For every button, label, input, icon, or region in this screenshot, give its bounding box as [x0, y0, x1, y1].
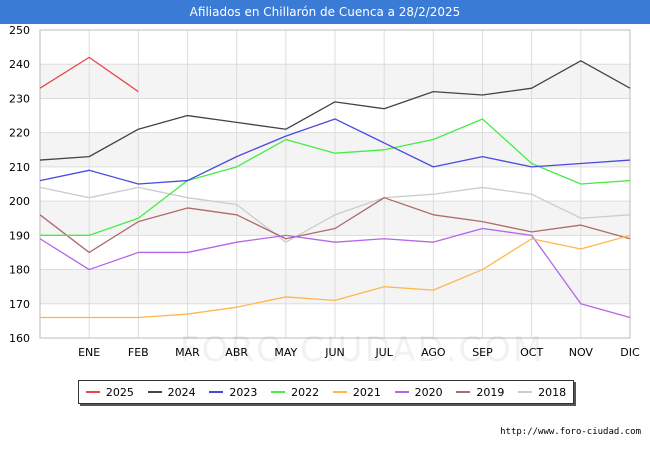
x-tick-label: JUL [374, 346, 393, 359]
x-tick-label: SEP [472, 346, 493, 359]
legend-swatch [394, 391, 409, 393]
x-tick-label: ABR [225, 346, 248, 359]
legend-swatch [271, 391, 286, 393]
legend-label: 2021 [352, 385, 381, 399]
y-tick-label: 240 [9, 58, 30, 71]
legend-item-2020: 2020 [394, 385, 443, 399]
legend-label: 2024 [167, 385, 196, 399]
legend-item-2025: 2025 [85, 385, 134, 399]
x-tick-label: JUN [324, 346, 345, 359]
y-tick-label: 160 [9, 332, 30, 345]
series-line-2024 [39, 60, 631, 161]
legend-item-2018: 2018 [518, 386, 566, 399]
legend-label: 2023 [229, 385, 258, 399]
x-tick-label: AGO [421, 346, 446, 359]
x-tick-label: FEB [128, 346, 149, 359]
series-line-2023 [39, 118, 631, 185]
y-tick-label: 230 [9, 92, 30, 105]
series-line-2021 [40, 234, 631, 319]
y-tick-label: 200 [9, 195, 30, 208]
legend-swatch [332, 391, 347, 393]
chart-title: Afiliados en Chillarón de Cuenca a 28/2/… [0, 0, 650, 24]
legend-swatch [85, 391, 100, 393]
series-line-2025 [39, 56, 139, 93]
legend-item-2024: 2024 [147, 385, 196, 399]
x-tick-label: MAR [175, 346, 200, 359]
chart-legend: 2025 2024 2023 2022 2021 2020 2019 2018 [78, 380, 574, 404]
x-tick-label: MAY [274, 346, 297, 359]
series-line-2020 [39, 227, 631, 319]
y-tick-label: 210 [9, 161, 30, 174]
y-tick-label: 170 [9, 298, 30, 311]
legend-item-2019: 2019 [456, 386, 504, 399]
x-tick-label: OCT [520, 346, 543, 359]
watermark: FORO-CIUDAD.COM [180, 330, 545, 370]
x-tick-label: ENE [78, 346, 100, 359]
legend-label: 2022 [291, 385, 320, 399]
source-url: http://www.foro-ciudad.com [500, 427, 641, 437]
legend-label: 2020 [414, 385, 443, 399]
series-line-2022 [40, 118, 631, 236]
legend-label: 2025 [105, 385, 134, 399]
y-tick-label: 220 [9, 127, 30, 140]
legend-item-2022: 2022 [271, 386, 319, 399]
series-line-2018 [39, 186, 631, 243]
series-line-2019 [39, 197, 631, 254]
y-tick-label: 190 [9, 229, 30, 242]
legend-swatch [456, 391, 471, 393]
legend-item-2023: 2023 [209, 386, 257, 399]
legend-label: 2018 [538, 385, 567, 399]
y-tick-label: 250 [9, 24, 30, 37]
legend-label: 2019 [476, 385, 505, 399]
legend-swatch [209, 391, 224, 393]
x-tick-label: NOV [569, 346, 594, 359]
line-chart: 160 170 180 190 200 210 220 230 240 250 ENE FEB MAR A… [9, 24, 640, 359]
x-tick-label: DIC [620, 346, 640, 359]
legend-swatch [518, 391, 533, 393]
legend-swatch [147, 391, 162, 393]
legend-item-2021: 2021 [332, 385, 381, 399]
y-tick-label: 180 [9, 264, 30, 277]
plot-border [39, 29, 631, 339]
